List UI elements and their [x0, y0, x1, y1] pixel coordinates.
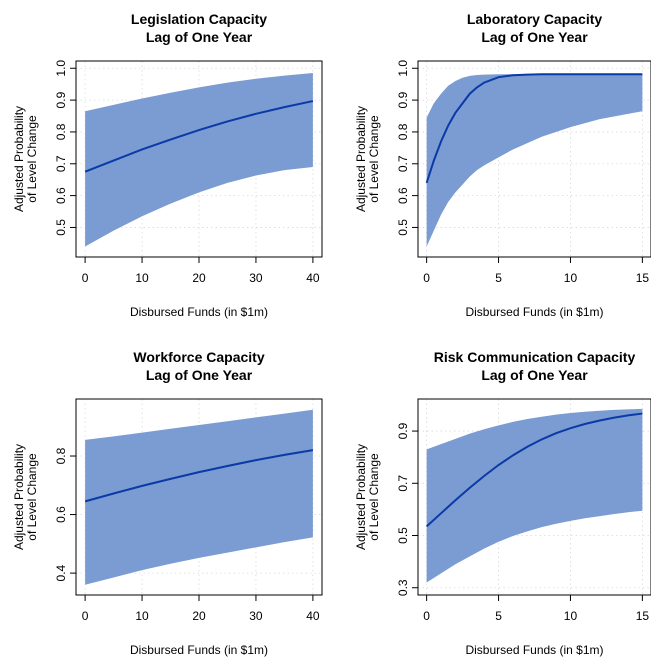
- chart-title: Risk Communication Capacity: [434, 349, 636, 365]
- y-axis-label-line-1: Adjusted Probability: [354, 444, 368, 550]
- y-axis-label-line-1: Adjusted Probability: [12, 106, 26, 212]
- y-tick-label: 0.7: [54, 155, 68, 172]
- x-tick-label: 10: [135, 609, 149, 623]
- plot-frame: [417, 398, 651, 596]
- x-tick-label: 0: [82, 609, 89, 623]
- x-tick-label: 20: [192, 271, 206, 285]
- y-tick-label: 0.9: [54, 91, 68, 108]
- estimate-line: [84, 449, 314, 503]
- chart-subtitle: Lag of One Year: [481, 29, 588, 45]
- chart-title: Legislation Capacity: [131, 11, 267, 27]
- chart-panel-legislation: 0 10 20 30 40 0.5 0.6 0.7 0.8 0.9 1.0 Legislation C…: [12, 11, 323, 319]
- x-tick-label: 15: [636, 609, 650, 623]
- y-tick-label: 0.3: [396, 579, 410, 596]
- x-tick-label: 15: [636, 271, 650, 285]
- chart-subtitle: Lag of One Year: [146, 367, 253, 383]
- x-tick-label: 30: [249, 271, 263, 285]
- x-tick-label: 40: [306, 609, 320, 623]
- y-tick-label: 0.6: [396, 187, 410, 204]
- y-tick-label: 0.8: [54, 123, 68, 140]
- x-tick-label: 30: [249, 609, 263, 623]
- x-axis-label: Disbursed Funds (in $1m): [465, 643, 603, 657]
- x-tick-label: 10: [135, 271, 149, 285]
- chart-title: Laboratory Capacity: [467, 11, 603, 27]
- x-tick-label: 5: [495, 271, 502, 285]
- y-tick-label: 1.0: [396, 60, 410, 77]
- y-axis-label-line-2: of Level Change: [367, 453, 381, 541]
- x-axis-label: Disbursed Funds (in $1m): [465, 305, 603, 319]
- x-axis-label: Disbursed Funds (in $1m): [130, 643, 268, 657]
- chart-subtitle: Lag of One Year: [146, 29, 253, 45]
- x-tick-label: 10: [564, 271, 578, 285]
- y-tick-label: 0.8: [54, 447, 68, 464]
- y-tick-label: 0.5: [396, 219, 410, 236]
- x-tick-label: 0: [423, 271, 430, 285]
- chart-panel-laboratory: 0 5 10 15 0.5 0.6 0.7 0.8 0.9 1.0 Laboratory Capac…: [354, 11, 651, 319]
- estimate-line: [84, 100, 314, 173]
- x-axis-label: Disbursed Funds (in $1m): [130, 305, 268, 319]
- chart-subtitle: Lag of One Year: [481, 367, 588, 383]
- y-axis-label-line-1: Adjusted Probability: [354, 106, 368, 212]
- estimate-line: [425, 73, 643, 184]
- y-tick-label: 0.6: [54, 506, 68, 523]
- y-tick-label: 1.0: [54, 60, 68, 77]
- y-tick-label: 0.9: [396, 91, 410, 108]
- confidence-band: [426, 408, 643, 583]
- chart-title: Workforce Capacity: [133, 349, 264, 365]
- x-tick-label: 0: [82, 271, 89, 285]
- x-tick-label: 20: [192, 609, 206, 623]
- y-tick-label: 0.7: [396, 475, 410, 492]
- plot-frame: [417, 60, 651, 258]
- y-tick-label: 0.5: [396, 527, 410, 544]
- y-tick-label: 0.9: [396, 422, 410, 439]
- y-axis-label-line-2: of Level Change: [25, 453, 39, 541]
- confidence-band: [426, 74, 643, 247]
- x-tick-label: 0: [423, 609, 430, 623]
- chart-panel-risk-communication: 0 5 10 15 0.3 0.5 0.7 0.9 Risk Communication Cap…: [354, 349, 651, 657]
- y-tick-label: 0.6: [54, 187, 68, 204]
- x-tick-label: 5: [495, 609, 502, 623]
- y-tick-label: 0.4: [54, 564, 68, 581]
- y-axis-label-line-2: of Level Change: [25, 115, 39, 203]
- chart-panel-workforce: 0 10 20 30 40 0.4 0.6 0.8 Workforce Capacity Lag …: [12, 349, 323, 657]
- y-tick-label: 0.5: [54, 219, 68, 236]
- y-axis-label-line-1: Adjusted Probability: [12, 444, 26, 550]
- confidence-band: [85, 73, 313, 247]
- y-tick-label: 0.8: [396, 123, 410, 140]
- y-axis-label-line-2: of Level Change: [367, 115, 381, 203]
- x-tick-label: 40: [306, 271, 320, 285]
- estimate-line: [425, 412, 643, 528]
- x-tick-label: 10: [564, 609, 578, 623]
- confidence-band: [85, 409, 313, 585]
- y-tick-label: 0.7: [396, 155, 410, 172]
